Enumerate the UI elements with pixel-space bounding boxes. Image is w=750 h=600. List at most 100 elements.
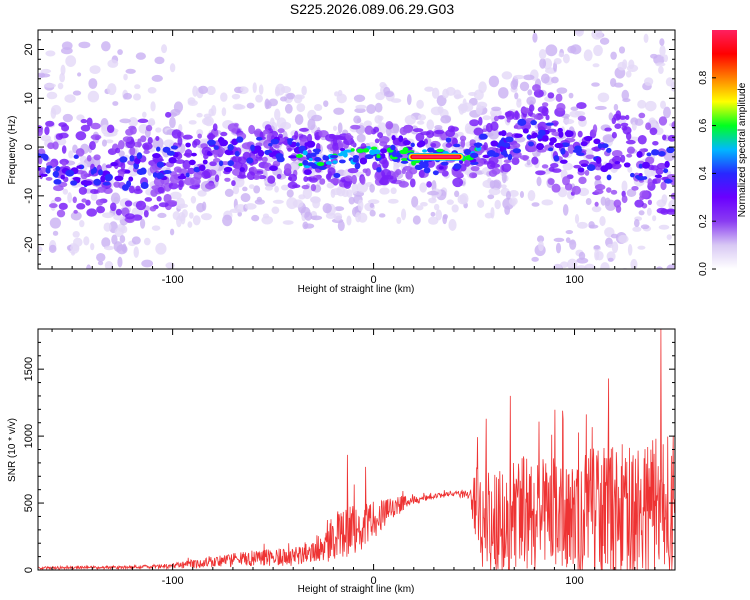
heatmap-cell [469,119,480,127]
heatmap-cell [558,52,565,58]
heatmap-cell [280,184,289,191]
heatmap-cell [181,209,188,218]
heatmap-cell [258,84,264,95]
heatmap-cell [507,153,513,161]
heatmap-cell [338,140,344,150]
peak-segment [411,155,460,159]
heatmap-cell [591,30,603,40]
heatmap-cell [116,244,128,255]
heatmap-cell [366,104,376,114]
heatmap-cell [56,209,66,218]
heatmap-cell [360,143,367,150]
heatmap-cell [40,173,48,177]
heatmap-cell [639,190,650,199]
heatmap-cell [580,141,588,147]
heatmap-cell [220,92,228,102]
heatmap-cell [500,184,507,189]
heatmap-cell [586,164,596,172]
heatmap-cell [557,127,563,133]
heatmap-cell [553,155,560,162]
heatmap-cell [436,148,444,153]
heatmap-cell [476,101,488,109]
heatmap-cell [610,77,617,88]
heatmap-cell [385,120,394,130]
heatmap-cell [354,107,366,114]
heatmap-cell [619,283,629,291]
heatmap-cell [302,159,309,166]
heatmap-cell [301,85,307,96]
heatmap-cell [344,175,353,182]
heatmap-cell [600,262,610,269]
heatmap-cell [625,70,632,78]
heatmap-cell [550,76,559,84]
heatmap-cell [391,152,397,158]
heatmap-cell [38,246,43,253]
heatmap-cell [323,100,329,108]
heatmap-cell [135,200,147,211]
heatmap-cell [627,166,633,173]
heatmap-cell [90,134,102,140]
heatmap-cell [501,171,507,184]
heatmap-cell [664,160,670,168]
heatmap-cell [113,214,124,221]
heatmap-cell [556,87,568,94]
heatmap-cell [526,159,531,166]
heatmap-cell [417,114,427,121]
heatmap-cell [475,142,481,148]
heatmap-cell [269,165,278,172]
heatmap-cell [448,219,457,231]
heatmap-cell [656,162,667,170]
heatmap-cell [416,120,425,125]
heatmap-cell [542,102,549,108]
heatmap-cell [173,166,182,173]
heatmap-cell [202,159,208,165]
heatmap-cell [522,108,529,114]
heatmap-cell [234,204,247,213]
heatmap-cell [118,287,123,294]
heatmap-cell [640,224,650,230]
heatmap-cell [353,115,362,124]
heatmap-cell [276,156,285,163]
heatmap-cell [600,143,609,149]
heatmap-cell [318,165,327,171]
heatmap-cell [221,107,227,117]
colorbar: 0.0 0.2 0.4 0.6 0.8 Normalized spectral ampl… [698,30,748,276]
heatmap-cell [143,210,149,218]
heatmap-cell [103,222,112,232]
heatmap-cell [169,116,176,129]
heatmap-cell [276,173,282,180]
heatmap-cell [428,197,437,204]
heatmap-cell [187,99,198,106]
heatmap-cell [378,136,390,144]
heatmap-cell [324,155,330,161]
heatmap-cell [155,242,167,255]
heatmap-cell [201,170,211,179]
heatmap-cell [262,213,270,219]
heatmap-cell [119,156,128,163]
heatmap-cell [310,196,321,204]
heatmap-cell [155,146,161,152]
heatmap-cell [646,152,652,157]
heatmap-cell [578,176,587,185]
heatmap-cell [593,44,603,57]
heatmap-cell [401,157,409,162]
heatmap-cell [649,127,658,136]
heatmap-cell [316,161,325,167]
heatmap-cell [163,139,175,148]
heatmap-cell [510,79,518,90]
heatmap-cell [336,185,346,197]
heatmap-cell [90,193,98,201]
heatmap-cell [442,214,448,225]
heatmap-cell [666,146,675,154]
heatmap-cell [192,85,198,97]
heatmap-cell [610,162,622,170]
heatmap-cell [560,261,569,268]
figure-title: S225.2026.089.06.29.G03 [290,1,454,17]
heatmap-cell [372,149,381,155]
heatmap-cell [253,185,261,194]
heatmap-cell [62,188,69,195]
spectrogram-heatmap [38,30,675,294]
heatmap-cell [101,139,108,147]
heatmap-cell [333,107,345,115]
heatmap-cell [584,169,590,176]
